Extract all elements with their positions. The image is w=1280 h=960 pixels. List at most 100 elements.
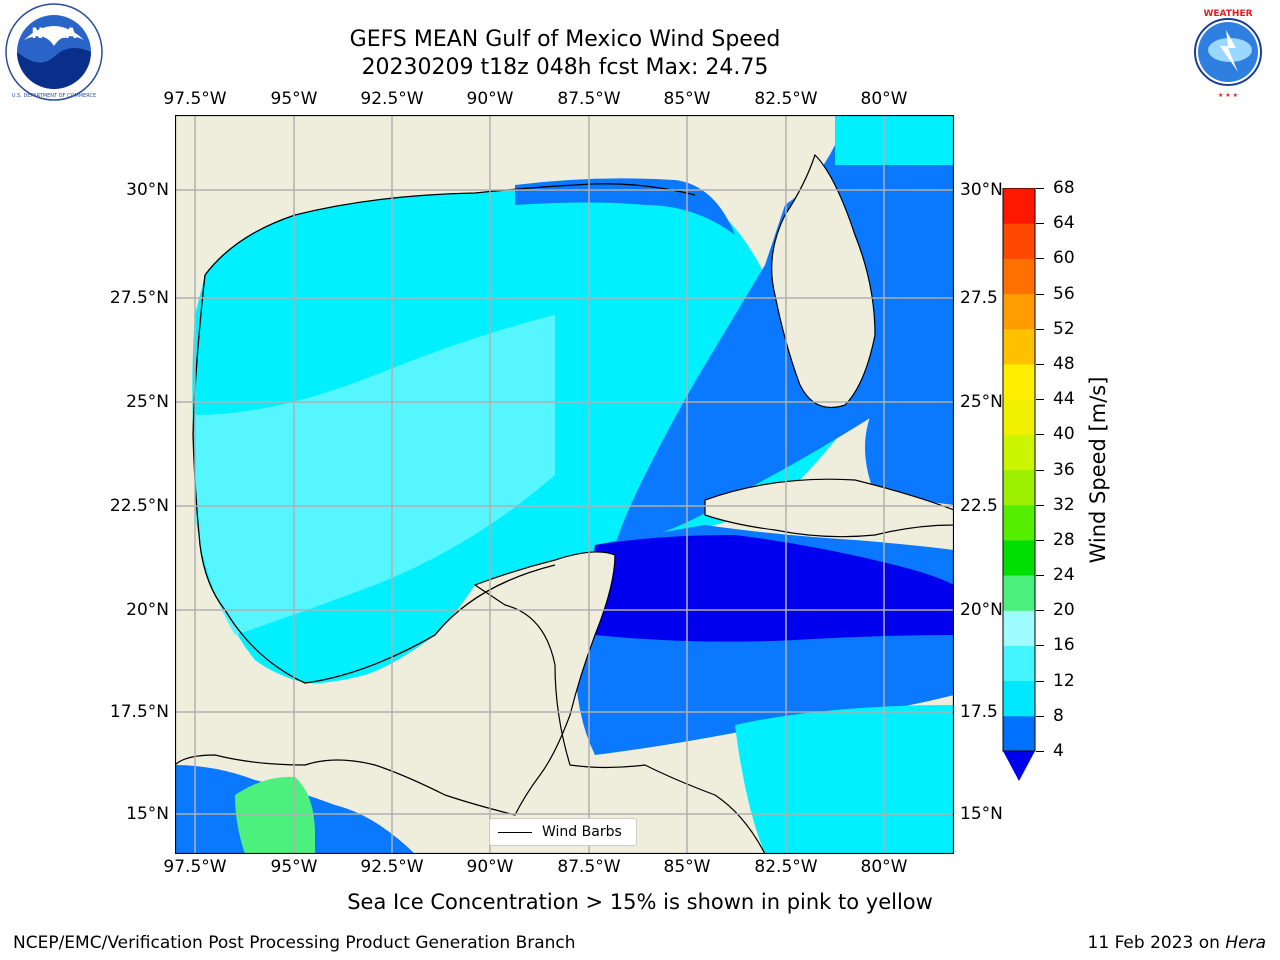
colorbar-tick-mark [1036,575,1044,577]
colorbar-extend-triangle [1003,751,1035,781]
legend-label: Wind Barbs [542,824,622,840]
lat-label-right: 25°N [960,392,1003,412]
colorbar-tick-mark [1036,715,1044,717]
colorbar-tick-mark [1036,258,1044,260]
colorbar-tick-mark [1036,434,1044,436]
colorbar [1002,188,1036,781]
colorbar-tick-label: 64 [1053,213,1075,234]
colorbar-tick-label: 24 [1053,565,1075,586]
colorbar-label: Wind Speed [m/s] [1086,376,1110,564]
lon-label-top: 80°W [860,89,908,109]
colorbar-tick-mark [1036,399,1044,401]
wind-zone-4 [595,535,954,642]
atlantic-cyan [835,115,954,165]
lon-label-top: 87.5°W [557,89,621,109]
colorbar-segment [1003,504,1035,541]
colorbar-tick-label: 52 [1053,318,1075,339]
legend-line-swatch [498,832,532,834]
lat-label-right: 15°N [960,804,1003,824]
lat-label-right: 30°N [960,180,1003,200]
colorbar-tick-mark [1036,504,1044,506]
wind-zone-20 [235,776,315,854]
colorbar-segment [1003,293,1035,330]
colorbar-tick-label: 40 [1053,424,1075,445]
wind-zone-16 [195,315,555,635]
lon-label-bottom: 87.5°W [557,857,621,877]
colorbar-segment [1003,575,1035,611]
colorbar-tick-label: 4 [1053,741,1064,761]
coastline-north [204,183,696,276]
lat-label-right: 27.5 [960,288,998,308]
lat-label-right: 17.5 [960,702,998,722]
lon-label-top: 85°W [663,89,711,109]
lon-label-bottom: 92.5°W [360,857,424,877]
colorbar-tick-mark [1036,610,1044,612]
colorbar-tick-mark [1036,680,1044,682]
wind-zone-8-north [515,178,735,235]
colorbar-segment [1003,645,1035,682]
noaa-logo: NOAA U.S. DEPARTMENT OF COMMERCE [5,3,103,101]
colorbar-tick-label: 28 [1053,529,1075,550]
colorbar-tick-label: 20 [1053,600,1075,621]
plot-title-line2: 20230209 t18z 048h fcst Max: 24.75 [361,55,769,80]
colorbar-segment [1003,715,1035,752]
footer-host: Hera [1225,933,1266,953]
atlantic-water [865,115,954,505]
colorbar-tick-label: 68 [1053,178,1075,198]
lat-label-left: 17.5°N [109,702,169,722]
lon-label-top: 97.5°W [163,89,227,109]
svg-text:U.S. DEPARTMENT OF COMMERCE: U.S. DEPARTMENT OF COMMERCE [12,93,96,99]
lon-label-bottom: 82.5°W [754,857,818,877]
colorbar-tick-mark [1036,328,1044,330]
caribbean-cyan [735,705,954,854]
lon-label-bottom: 95°W [270,857,318,877]
colorbar-segment [1003,680,1035,717]
lat-label-left: 27.5°N [109,288,169,308]
lat-label-right: 20°N [960,600,1003,620]
colorbar-tick-mark [1036,188,1044,189]
lon-label-bottom: 80°W [860,857,908,877]
map-panel [175,115,954,854]
cuba-land [704,478,954,538]
colorbar-segment [1003,328,1035,365]
lat-label-left: 15°N [126,804,169,824]
lat-label-left: 30°N [126,180,169,200]
svg-text:★ ★ ★: ★ ★ ★ [1218,92,1238,99]
colorbar-segment [1003,363,1035,400]
lon-label-top: 92.5°W [360,89,424,109]
lat-label-right: 22.5 [960,496,998,516]
footer-right: 11 Feb 2023 on Hera [1088,933,1266,953]
lat-label-left: 25°N [126,392,169,412]
colorbar-tick-label: 60 [1053,248,1075,269]
svg-text:NOAA: NOAA [32,26,77,42]
nws-logo: WEATHER ★ ★ ★ [1180,4,1276,100]
graticule [175,115,954,854]
colorbar-segment [1003,399,1035,435]
colorbar-tick-label: 8 [1053,705,1064,726]
colorbar-tick-mark [1036,645,1044,647]
colorbar-tick-mark [1036,469,1044,471]
colorbar-segment [1003,434,1035,470]
colorbar-tick-mark [1036,751,1044,752]
colorbar-frame [1002,188,1036,752]
colorbar-tick-mark [1036,223,1044,225]
colorbar-segment [1003,539,1035,576]
colorbar-tick-label: 16 [1053,635,1075,656]
colorbar-tick-label: 44 [1053,389,1075,410]
florida-land [771,153,876,409]
central-america-land [175,551,766,854]
lon-label-bottom: 85°W [663,857,711,877]
lon-label-bottom: 97.5°W [163,857,227,877]
map-frame [175,115,954,854]
lon-label-bottom: 90°W [466,857,514,877]
colorbar-tick-mark [1036,363,1044,365]
colorbar-tick-mark [1036,539,1044,541]
plot-title-line1: GEFS MEAN Gulf of Mexico Wind Speed [349,27,781,52]
colorbar-segment [1003,188,1035,224]
colorbar-tick-label: 36 [1053,459,1075,480]
colorbar-tick-label: 32 [1053,494,1075,515]
sea-ice-note: Sea Ice Concentration > 15% is shown in … [347,890,933,914]
colorbar-segment [1003,258,1035,295]
lon-label-top: 90°W [466,89,514,109]
lat-label-left: 20°N [126,600,169,620]
